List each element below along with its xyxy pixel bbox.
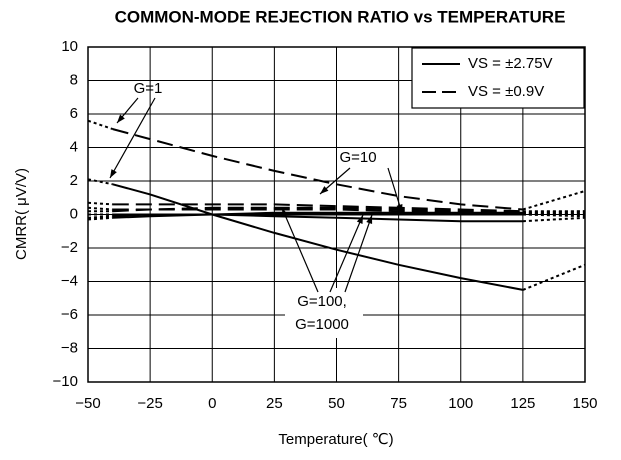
annotation-arrowhead [366, 215, 373, 224]
x-tick-label: −50 [75, 395, 100, 412]
y-tick-label: −2 [61, 239, 78, 256]
series-line-extrapolated [87, 206, 113, 211]
x-tick-label: 75 [390, 395, 407, 412]
annotation-arrowhead [110, 169, 117, 178]
y-tick-label: 0 [70, 205, 78, 222]
annotation-arrowhead [320, 186, 329, 194]
series-line [112, 208, 523, 216]
y-tick-label: 6 [70, 105, 78, 122]
annotation-arrow [344, 214, 373, 293]
y-tick-label: −10 [53, 373, 78, 390]
legend-label: VS = ±2.75V [468, 55, 553, 72]
annotation-arrowhead [396, 204, 403, 213]
y-tick-label: 10 [61, 38, 78, 55]
y-tick-label: −4 [61, 272, 78, 289]
annotation-arrow [329, 214, 364, 293]
chart-title: COMMON-MODE REJECTION RATIO vs TEMPERATU… [115, 7, 566, 26]
annotation: G=1 [134, 80, 163, 97]
y-axis-label: CMRR( μV/V) [13, 168, 30, 260]
annotation-arrow [281, 207, 319, 293]
x-tick-label: 50 [328, 395, 345, 412]
series-line-extrapolated [522, 263, 586, 291]
x-tick-label: 0 [208, 395, 216, 412]
y-tick-label: −6 [61, 306, 78, 323]
y-tick-label: −8 [61, 339, 78, 356]
annotation-background [285, 288, 363, 338]
series-line-extrapolated [522, 211, 586, 216]
annotation-arrowhead [282, 208, 289, 217]
annotation-arrowhead [117, 114, 125, 123]
series-line-extrapolated [87, 178, 113, 186]
x-tick-label: 150 [572, 395, 597, 412]
series-line [112, 128, 523, 211]
annotation: G=100, [297, 293, 347, 310]
x-tick-label: 125 [510, 395, 535, 412]
series-line-extrapolated [87, 201, 113, 206]
series-line [112, 183, 524, 291]
legend-label: VS = ±0.9V [468, 83, 544, 100]
series-line [112, 203, 523, 213]
series-line [112, 213, 523, 219]
series-line-extrapolated [87, 215, 113, 219]
series-line-extrapolated [87, 119, 114, 131]
x-tick-label: 25 [266, 395, 283, 412]
x-tick-label: 100 [448, 395, 473, 412]
x-axis-label: Temperature( ℃) [278, 431, 393, 448]
annotation: G=1000 [295, 316, 349, 333]
annotation: G=10 [339, 149, 376, 166]
x-tick-label: −25 [137, 395, 162, 412]
series-line-extrapolated [522, 190, 586, 211]
y-tick-label: 8 [70, 71, 78, 88]
series-line-extrapolated [522, 216, 586, 223]
annotation-arrow [109, 97, 156, 179]
series-line-extrapolated [522, 213, 586, 218]
annotation-arrowhead [356, 215, 363, 224]
series-line-extrapolated [87, 216, 113, 221]
legend-box [411, 47, 585, 109]
y-tick-label: 4 [70, 138, 78, 155]
y-tick-label: 2 [70, 172, 78, 189]
